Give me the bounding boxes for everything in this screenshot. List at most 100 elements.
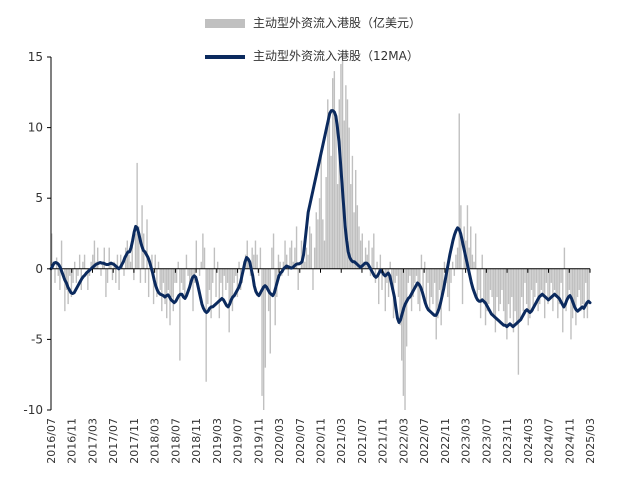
x-tick-label: 2020/11 xyxy=(315,418,328,464)
bar xyxy=(571,268,574,319)
y-tick-label: 15 xyxy=(28,50,43,64)
bar xyxy=(272,233,275,269)
bar xyxy=(488,268,490,305)
bar xyxy=(566,268,569,298)
bar xyxy=(420,254,423,269)
bar xyxy=(157,261,160,269)
bar xyxy=(256,254,258,269)
bar xyxy=(110,261,112,269)
x-tick-label: 2023/11 xyxy=(501,418,514,464)
legend-swatch-bars xyxy=(205,19,245,28)
bar-series xyxy=(51,57,590,410)
bar xyxy=(419,268,421,312)
bar xyxy=(553,268,556,290)
bar xyxy=(264,268,267,368)
bar xyxy=(461,268,464,305)
bar xyxy=(274,268,276,326)
bar xyxy=(177,261,179,269)
x-tick-label: 2024/11 xyxy=(563,418,576,464)
bar xyxy=(315,212,317,269)
x-tick-label: 2022/11 xyxy=(439,418,452,464)
bar xyxy=(585,268,587,283)
bar xyxy=(106,268,109,283)
bar xyxy=(279,261,281,269)
bar xyxy=(271,247,273,269)
bar xyxy=(351,155,354,269)
bar xyxy=(424,261,426,269)
bar xyxy=(358,226,360,269)
bar xyxy=(356,205,359,269)
bar xyxy=(560,268,562,283)
bar xyxy=(511,268,513,298)
bar xyxy=(493,268,495,319)
bar xyxy=(182,268,184,290)
bar xyxy=(128,254,130,269)
y-tick-label: -10 xyxy=(23,403,43,417)
bar xyxy=(285,254,288,269)
bar xyxy=(335,120,337,269)
bar xyxy=(330,155,332,269)
bar xyxy=(496,268,498,298)
bar xyxy=(537,268,539,312)
bar xyxy=(578,268,580,290)
bar xyxy=(166,268,168,319)
bar xyxy=(442,268,444,298)
bar xyxy=(92,254,94,269)
bar xyxy=(384,268,386,312)
bar xyxy=(570,268,572,340)
bar xyxy=(397,268,400,298)
bar xyxy=(108,247,110,269)
bar xyxy=(136,162,138,269)
bar xyxy=(514,268,516,312)
bar xyxy=(359,240,362,269)
bar xyxy=(290,240,293,269)
bar xyxy=(212,268,214,283)
bar xyxy=(333,71,336,269)
bar xyxy=(246,240,248,269)
y-tick-label: 0 xyxy=(35,262,43,276)
bar xyxy=(235,268,237,276)
x-tick-label: 2023/07 xyxy=(480,418,493,464)
bar xyxy=(300,240,303,269)
bar xyxy=(185,254,188,269)
bar xyxy=(588,268,590,305)
legend-item-line: 主动型外资流入港股（12MA） xyxy=(205,47,419,64)
bar xyxy=(557,268,559,319)
bar xyxy=(93,240,96,269)
bar xyxy=(502,268,505,312)
bar xyxy=(433,268,436,283)
bar xyxy=(179,268,181,361)
bar xyxy=(203,247,206,269)
bar xyxy=(129,261,132,269)
bar xyxy=(565,268,567,312)
bar xyxy=(430,268,432,298)
bar xyxy=(527,268,529,326)
bar xyxy=(520,268,523,298)
bar xyxy=(159,268,161,290)
bar xyxy=(438,268,441,290)
x-tick-label: 2022/03 xyxy=(397,418,410,464)
bar xyxy=(174,268,176,283)
bar xyxy=(376,261,378,269)
bar xyxy=(522,268,525,312)
bar xyxy=(282,261,285,269)
bar xyxy=(318,198,321,269)
bar xyxy=(580,268,582,312)
bar xyxy=(216,261,219,269)
bar xyxy=(576,268,579,298)
bar xyxy=(97,247,99,269)
bar xyxy=(504,268,506,326)
bar xyxy=(208,268,211,290)
x-tick-label: 2022/07 xyxy=(418,418,431,464)
x-tick-label: 2024/07 xyxy=(543,418,556,464)
bar xyxy=(532,268,534,312)
bar xyxy=(563,247,566,269)
bar xyxy=(180,268,183,283)
bar xyxy=(220,268,222,283)
x-tick-label: 2018/07 xyxy=(169,418,182,464)
bar xyxy=(60,240,63,269)
bar xyxy=(57,268,59,276)
bar xyxy=(451,261,454,269)
bar xyxy=(65,268,68,290)
bar xyxy=(407,268,409,283)
